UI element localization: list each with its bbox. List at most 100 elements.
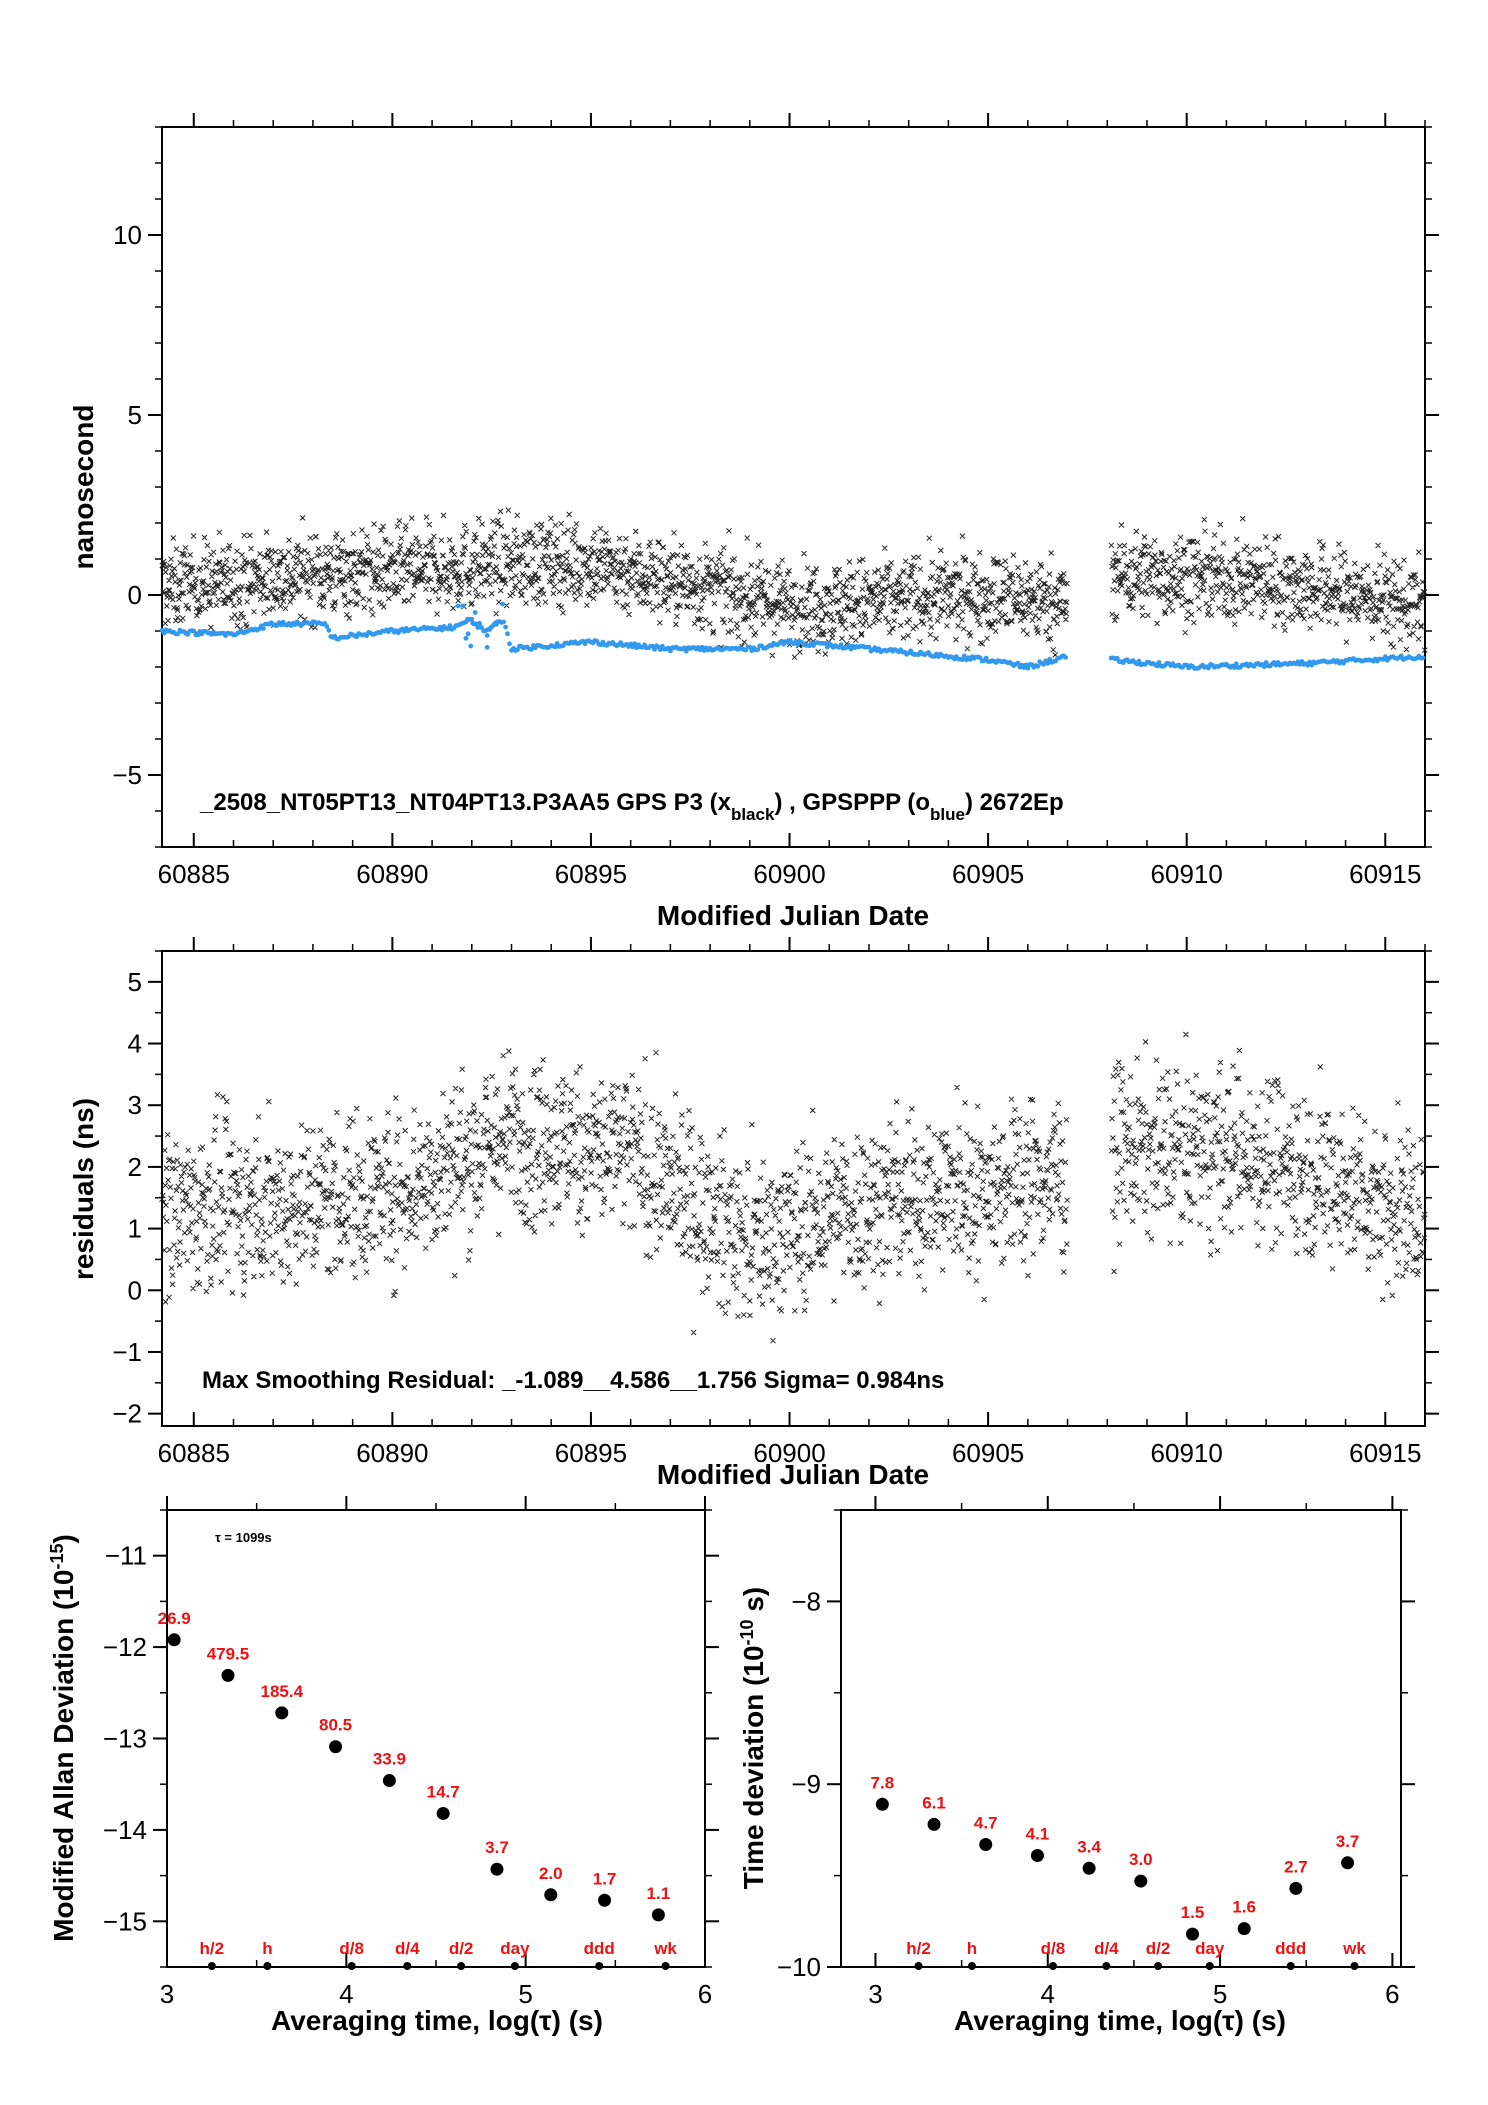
- deviation-point: [651, 1908, 665, 1922]
- blue-markers: [159, 601, 1426, 671]
- tdev-frame: [840, 1509, 1402, 1968]
- time-marker-label: wk: [653, 1939, 677, 1958]
- x-tick-label: 60905: [952, 859, 1024, 889]
- x-tick-label: 60895: [555, 859, 627, 889]
- residuals-annotation: Max Smoothing Residual: _-1.089__4.586__…: [202, 1367, 944, 1394]
- time-marker: [457, 1962, 466, 1970]
- deviation-point: [1237, 1922, 1251, 1936]
- y-tick-label: 5: [128, 400, 142, 430]
- y-tick-label: 2: [128, 1152, 142, 1182]
- timeseries-panel: 60885 60890 60895 60900 60905 60910 60915 −5 0 5 1…: [68, 113, 1439, 931]
- mdev-panel: 3 4 5 6 −15 −14 −13 −12 −11 26.9 479.5 185.4 80.5 33…: [47, 1496, 719, 2036]
- time-marker-label: wk: [1342, 1939, 1366, 1958]
- y-tick-label: −10: [777, 1952, 821, 1982]
- time-marker: [1102, 1962, 1111, 1970]
- time-marker-label: d/4: [395, 1939, 420, 1958]
- time-marker: [263, 1962, 272, 1970]
- y-tick-label: −2: [112, 1399, 142, 1429]
- timeseries-ticks: 60885 60890 60895 60900 60905 60910 60915 −5 0 5 1…: [112, 113, 1439, 889]
- x-tick-label: 3: [160, 1979, 174, 2009]
- y-tick-label: 10: [113, 220, 142, 250]
- deviation-point: [1289, 1881, 1303, 1895]
- deviation-point: [598, 1893, 612, 1907]
- residuals-ylabel: residuals (ns): [68, 1098, 99, 1280]
- cross-markers: [159, 1031, 1428, 1344]
- y-tick-label: −15: [103, 1906, 147, 1936]
- point-label: 3.7: [1336, 1832, 1360, 1851]
- tdev-panel: 3 4 5 6−10−9−8 7.86.14.74.13.43.01.5 1.62.73…: [737, 1496, 1415, 2036]
- y-tick-label: −9: [791, 1769, 821, 1799]
- time-marker: [1350, 1962, 1359, 1970]
- deviation-point: [1341, 1856, 1355, 1870]
- x-tick-label: 60900: [753, 1438, 825, 1468]
- x-tick-label: 60915: [1349, 1438, 1421, 1468]
- y-tick-label: 5: [128, 967, 142, 997]
- x-tick-label: 4: [339, 1979, 353, 2009]
- mdev-points: 26.9 479.5 185.4 80.5 33.9 14.7 3.7 2.0 1.7 1.1 h/…: [158, 1609, 677, 1970]
- timeseries-ylabel: nanosecond: [68, 405, 99, 570]
- x-tick-label: 60905: [952, 1438, 1024, 1468]
- residuals-frame: [161, 950, 1426, 1427]
- x-tick-label: 60890: [356, 859, 428, 889]
- time-marker-label: h: [967, 1939, 977, 1958]
- deviation-point: [329, 1740, 343, 1754]
- time-marker: [510, 1962, 519, 1970]
- time-marker-label: d/8: [339, 1939, 364, 1958]
- deviation-point: [1030, 1848, 1044, 1862]
- deviation-point: [544, 1888, 558, 1902]
- x-tick-label: 3: [868, 1979, 882, 2009]
- deviation-point: [1186, 1927, 1200, 1941]
- mdev-ylabel: Modified Allan Deviation (10-15): [47, 1534, 79, 1942]
- point-label: 80.5: [319, 1716, 352, 1735]
- point-label: 2.7: [1284, 1857, 1308, 1876]
- time-marker: [1048, 1962, 1057, 1970]
- x-tick-label: 6: [698, 1979, 712, 2009]
- timeseries-annotation: _2508_NT05PT13_NT04PT13.P3AA5 GPS P3 (xb…: [199, 789, 1064, 824]
- x-tick-label: 60915: [1349, 859, 1421, 889]
- y-tick-label: −1: [112, 1337, 142, 1367]
- point-label: 6.1: [922, 1793, 946, 1812]
- point-label: 4.1: [1026, 1824, 1050, 1843]
- y-tick-label: 3: [128, 1090, 142, 1120]
- tdev-points: 7.8 6.1 4.7 4.1 3.4 3.0 1.5 1.6 2.7 3.7 h/2 h d/8 d/4…: [871, 1773, 1366, 1970]
- x-tick-label: 5: [518, 1979, 532, 2009]
- time-marker: [1286, 1962, 1295, 1970]
- time-marker: [595, 1962, 604, 1970]
- time-marker: [347, 1962, 356, 1970]
- deviation-point: [1082, 1861, 1096, 1875]
- residuals-panel: 60885 60890 60895 60900 60905 60910 60915 −2 −1 0…: [68, 937, 1439, 1490]
- point-label: 3.0: [1129, 1850, 1153, 1869]
- y-tick-label: 4: [128, 1029, 142, 1059]
- time-marker-label: ddd: [584, 1939, 615, 1958]
- residuals-xlabel: Modified Julian Date: [657, 1459, 929, 1490]
- time-marker-label: d/2: [449, 1939, 474, 1958]
- x-tick-label: 60890: [356, 1438, 428, 1468]
- timeseries-xlabel: Modified Julian Date: [657, 900, 929, 931]
- time-marker: [914, 1962, 923, 1970]
- time-marker: [1205, 1962, 1214, 1970]
- time-marker-label: d/2: [1146, 1939, 1171, 1958]
- x-tick-label: 60910: [1151, 859, 1223, 889]
- time-marker: [1154, 1962, 1163, 1970]
- point-label: 479.5: [207, 1644, 250, 1663]
- y-tick-label: −14: [103, 1815, 147, 1845]
- timeseries-frame: [161, 126, 1426, 848]
- time-marker-label: h/2: [906, 1939, 931, 1958]
- deviation-point: [436, 1806, 450, 1820]
- y-tick-label: 0: [128, 1275, 142, 1305]
- point-label: 7.8: [871, 1773, 895, 1792]
- deviation-point: [490, 1862, 504, 1876]
- tdev-xlabel: Averaging time, log(τ) (s): [954, 2005, 1286, 2036]
- point-label: 2.0: [539, 1864, 563, 1883]
- gpsppp-series: [159, 601, 1426, 671]
- time-marker: [967, 1962, 976, 1970]
- tdev-ticks: 3 4 5 6 −10 −9 −8: [777, 1496, 1415, 2009]
- y-tick-label: −13: [103, 1724, 147, 1754]
- deviation-point: [979, 1838, 993, 1852]
- point-label: 4.7: [974, 1814, 998, 1833]
- time-marker: [207, 1962, 216, 1970]
- mdev-xlabel: Averaging time, log(τ) (s): [271, 2005, 603, 2036]
- y-tick-label: 1: [128, 1214, 142, 1244]
- time-marker-label: day: [500, 1939, 530, 1958]
